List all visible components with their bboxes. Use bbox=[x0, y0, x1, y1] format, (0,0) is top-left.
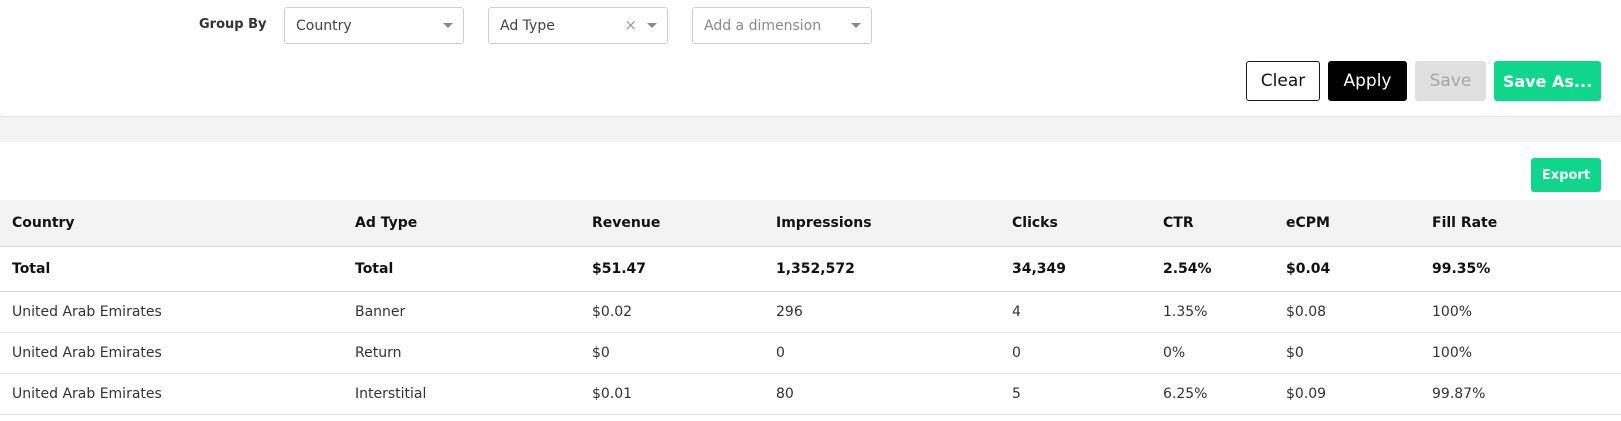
table-cell: 296 bbox=[776, 303, 803, 320]
select-placeholder: Add a dimension bbox=[704, 17, 822, 34]
table-cell: United Arab Emirates bbox=[12, 385, 162, 402]
table-row: United Arab Emirates Interstitial $0.01 … bbox=[0, 373, 1621, 414]
table-cell: Interstitial bbox=[355, 385, 427, 402]
chevron-down-icon bbox=[647, 23, 657, 28]
table-cell: 34,349 bbox=[1012, 260, 1067, 277]
table-header-row: Country Ad Type Revenue Impressions Clic… bbox=[0, 200, 1621, 246]
table-cell: Banner bbox=[355, 303, 406, 320]
table-cell: 80 bbox=[776, 385, 794, 402]
table-cell: 99.87% bbox=[1432, 385, 1486, 402]
column-header-country[interactable]: Country bbox=[12, 214, 75, 231]
table-cell: $0.01 bbox=[592, 385, 633, 402]
select-value: Ad Type bbox=[500, 17, 555, 34]
table-cell: $0.09 bbox=[1286, 385, 1327, 402]
filter-panel: Group By Country Ad Type × Add a dimensi… bbox=[0, 0, 1621, 117]
table-cell: 0 bbox=[776, 344, 785, 361]
table-cell: 1,352,572 bbox=[776, 260, 855, 277]
table-cell: 5 bbox=[1012, 385, 1021, 402]
table-cell: 4 bbox=[1012, 303, 1021, 320]
report-table-panel: Export Country Ad Type Revenue Impressio… bbox=[0, 142, 1621, 421]
report-table: Country Ad Type Revenue Impressions Clic… bbox=[0, 200, 1621, 415]
table-row: United Arab Emirates Banner $0.02 296 4 … bbox=[0, 291, 1621, 332]
table-cell: $0.02 bbox=[592, 303, 633, 320]
table-row: United Arab Emirates Return $0 0 0 0% $0… bbox=[0, 332, 1621, 373]
table-cell: 100% bbox=[1432, 344, 1473, 361]
clear-button[interactable]: Clear bbox=[1246, 61, 1320, 101]
add-dimension-select[interactable]: Add a dimension bbox=[692, 7, 872, 44]
table-cell: $0 bbox=[592, 344, 610, 361]
table-cell: 2.54% bbox=[1163, 260, 1212, 277]
clear-selection-icon[interactable]: × bbox=[624, 16, 637, 34]
table-cell: Return bbox=[355, 344, 402, 361]
table-cell: $0.04 bbox=[1286, 260, 1331, 277]
column-header-impressions[interactable]: Impressions bbox=[776, 214, 872, 231]
chevron-down-icon bbox=[443, 23, 453, 28]
export-button[interactable]: Export bbox=[1531, 158, 1601, 192]
table-cell: 0 bbox=[1012, 344, 1021, 361]
apply-button[interactable]: Apply bbox=[1328, 61, 1407, 101]
column-header-clicks[interactable]: Clicks bbox=[1012, 214, 1058, 231]
save-as-button[interactable]: Save As... bbox=[1494, 61, 1601, 101]
table-cell: 6.25% bbox=[1163, 385, 1208, 402]
column-header-ctr[interactable]: CTR bbox=[1163, 214, 1194, 231]
table-cell: $51.47 bbox=[592, 260, 647, 277]
table-cell: United Arab Emirates bbox=[12, 344, 162, 361]
group-by-label: Group By bbox=[199, 17, 267, 32]
column-header-revenue[interactable]: Revenue bbox=[592, 214, 661, 231]
column-header-ad-type[interactable]: Ad Type bbox=[355, 214, 418, 231]
table-cell: 0% bbox=[1163, 344, 1186, 361]
table-cell: 1.35% bbox=[1163, 303, 1208, 320]
group-by-country-select[interactable]: Country bbox=[284, 7, 464, 44]
table-cell: 100% bbox=[1432, 303, 1473, 320]
chevron-down-icon bbox=[851, 23, 861, 28]
column-header-ecpm[interactable]: eCPM bbox=[1286, 214, 1330, 231]
table-cell: Total bbox=[355, 260, 394, 277]
group-by-ad-type-select[interactable]: Ad Type × bbox=[488, 7, 668, 44]
total-row: Total Total $51.47 1,352,572 34,349 2.54… bbox=[0, 246, 1621, 291]
column-header-fill-rate[interactable]: Fill Rate bbox=[1432, 214, 1498, 231]
table-cell: Total bbox=[12, 260, 51, 277]
table-cell: 99.35% bbox=[1432, 260, 1491, 277]
save-button[interactable]: Save bbox=[1415, 61, 1486, 101]
table-cell: $0.08 bbox=[1286, 303, 1327, 320]
table-cell: $0 bbox=[1286, 344, 1304, 361]
table-cell: United Arab Emirates bbox=[12, 303, 162, 320]
select-value: Country bbox=[296, 17, 352, 34]
